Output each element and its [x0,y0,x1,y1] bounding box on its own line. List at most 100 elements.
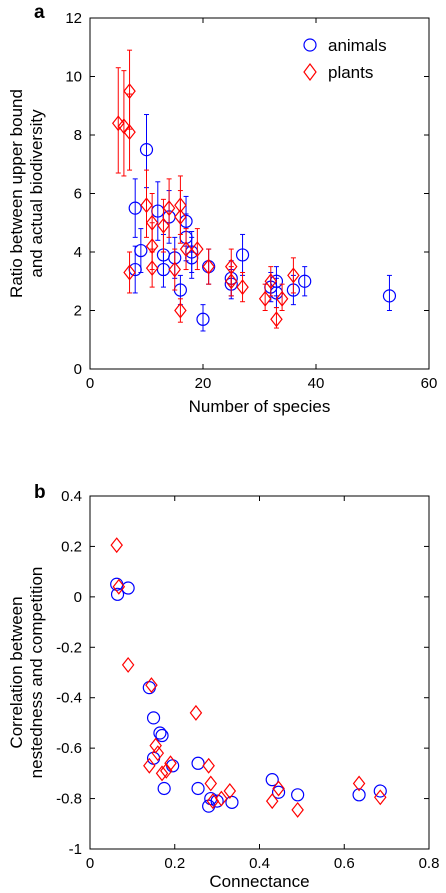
panel-a-ylabel-line2: and actual biodiversity [27,109,46,278]
x-tick-label: 0.4 [249,855,270,872]
x-tick-label: 0.6 [334,855,355,872]
animals-point [110,587,125,601]
animals-point [210,794,224,808]
plants-point [352,775,366,792]
plants-point [270,311,283,328]
plants-point [374,789,387,806]
plants-point [204,775,218,792]
y-tick-label: 0 [74,361,82,378]
y-tick-label: 0 [74,589,82,606]
animals-point [373,784,387,798]
plants-point [149,737,162,754]
panel-b-marks [110,537,387,818]
y-tick-label: 4 [74,244,82,261]
animals-point [191,781,205,796]
panel-b-xlabel: Connectance [209,872,309,891]
plants-point [121,656,135,673]
plants-point [258,290,272,307]
panel-a-marks [111,49,397,332]
y-tick-label: -0.4 [56,690,82,707]
panel-a-plot-area [89,17,430,370]
x-tick-label: 0.8 [419,855,440,872]
y-tick-label: 12 [65,10,82,27]
plants-point [162,200,176,217]
y-tick-label: 0.4 [61,488,82,505]
legend: animals plants [303,36,387,82]
plants-point [168,261,182,278]
animals-point [121,581,135,595]
plants-point [223,783,237,799]
plants-point [145,260,159,277]
plants-point [123,264,136,281]
legend-plants-label: plants [328,63,373,82]
panel-a-ylabel-line1: Ratio between upper bound [7,89,26,298]
y-tick-label: -1 [69,841,82,858]
plants-point [264,273,278,290]
y-tick-label: 6 [74,186,82,203]
y-tick-label: 0.2 [61,538,82,555]
plants-point [164,755,177,772]
x-tick-label: 60 [421,375,438,392]
plants-point [151,745,165,762]
animals-point [146,711,161,725]
panel-b-ylabel-line2: nestedness and competition [27,567,46,779]
panel-b-letter: b [34,482,46,503]
plants-point [191,241,204,258]
panel-a-letter: a [34,2,45,23]
x-tick-label: 0 [86,375,94,392]
animals-point [298,274,312,288]
panel-a: a 0 20 40 60 0 2 4 6 8 10 12 Number of species Rat… [7,2,437,416]
plants-point [160,762,173,779]
animals-point [155,728,169,743]
y-tick-label: -0.6 [56,740,82,757]
panel-a-ticks: 0 20 40 60 0 2 4 6 8 10 12 [65,10,437,392]
animals-point [271,785,286,799]
plants-point [155,765,169,782]
plants-point [157,217,170,234]
plants-point [174,302,187,319]
plants-point [224,273,238,290]
animals-point [157,781,171,796]
animals-point [196,312,210,326]
animals-point [134,243,148,258]
panel-b-ylabel-line1: Correlation between [7,596,26,748]
animals-point [382,289,397,303]
x-tick-label: 20 [195,375,212,392]
animals-point [225,795,239,809]
legend-animals-label: animals [328,36,387,55]
y-tick-label: 8 [74,127,82,144]
plants-point [291,801,304,818]
panel-b: b 0 0.2 0.4 0.6 0.8 -1 -0.8 -0.6 -0.4 -0.2 0 0.2 0.4… [7,482,439,891]
x-tick-label: 0.2 [164,855,185,872]
plants-point [236,279,249,296]
plants-point [123,124,136,141]
panel-b-ticks: 0 0.2 0.4 0.6 0.8 -1 -0.8 -0.6 -0.4 -0.2 0 0.2 0.4 [56,488,439,872]
plants-point [145,677,158,694]
panel-a-xlabel: Number of species [189,397,331,416]
plants-point [117,118,131,135]
x-tick-label: 0 [86,855,94,872]
animals-point [352,788,366,802]
y-tick-label: -0.2 [56,639,82,656]
legend-plants-marker [303,63,317,81]
plants-point [215,790,228,807]
animals-point [153,726,167,740]
animals-point [139,143,154,157]
plants-point [174,208,187,225]
plants-point [275,290,289,307]
plants-point [202,258,215,275]
plants-point [143,757,156,774]
legend-animals-marker [303,38,317,52]
y-tick-label: 10 [65,69,82,86]
plants-point [179,241,193,258]
animals-point [291,788,305,802]
plants-point [110,537,123,554]
plants-point [287,267,300,284]
plants-point [202,757,215,774]
plants-point [140,197,153,214]
animals-point [142,681,156,695]
animals-point [128,201,142,215]
x-tick-label: 40 [308,375,325,392]
plants-point [112,578,126,595]
